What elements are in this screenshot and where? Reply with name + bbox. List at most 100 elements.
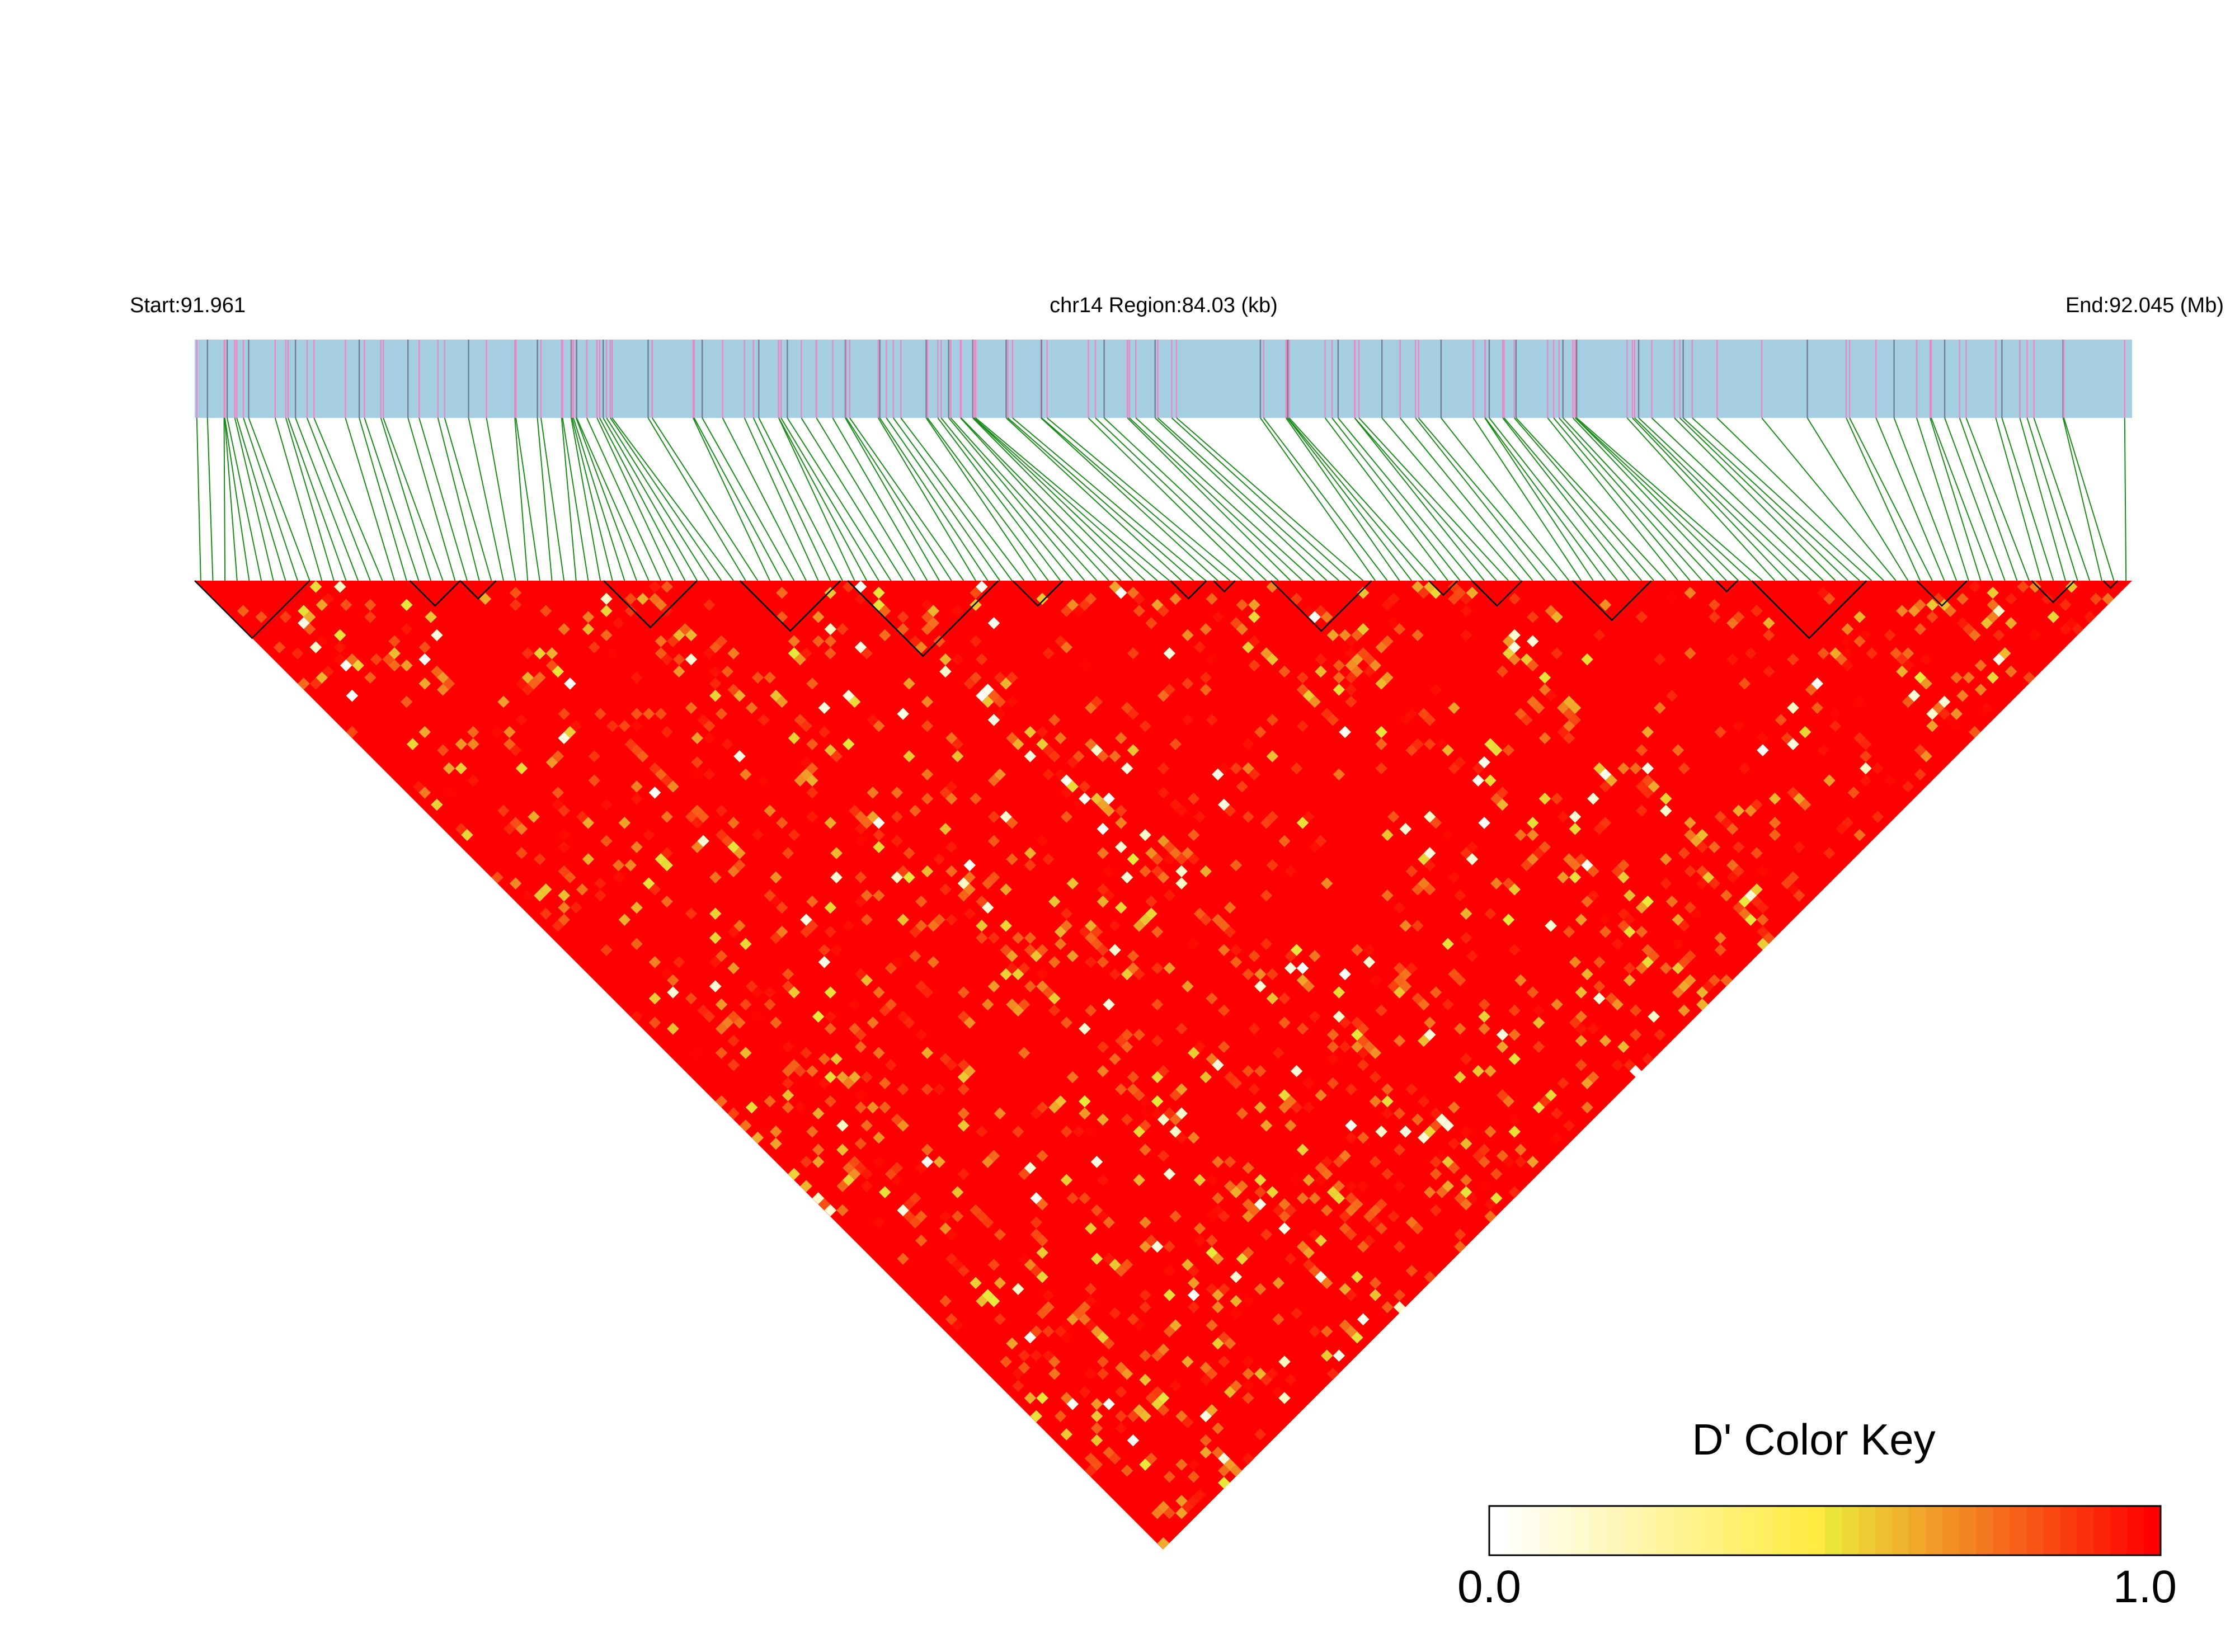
snp-connector xyxy=(1761,417,1897,581)
ld-cell xyxy=(897,1119,909,1132)
snp-connector xyxy=(383,417,444,581)
ld-cell xyxy=(1302,605,1315,617)
ld-cell xyxy=(733,920,746,932)
ld-cell xyxy=(951,653,964,666)
ld-cell xyxy=(1357,623,1370,636)
ld-cell xyxy=(1103,1337,1115,1350)
ld-cell xyxy=(431,665,443,678)
ld-cell xyxy=(1520,714,1533,726)
ld-cell xyxy=(1526,1156,1539,1168)
ld-cell xyxy=(558,889,570,902)
ld-cell xyxy=(703,732,716,745)
ld-cell xyxy=(1090,695,1103,708)
ld-cell xyxy=(1333,1180,1345,1193)
ld-cell xyxy=(1224,925,1236,938)
ld-cell xyxy=(1284,1204,1297,1217)
ld-cell xyxy=(745,1101,758,1114)
ld-cell xyxy=(873,829,885,841)
ld-cell xyxy=(1599,599,1612,611)
ld-cell xyxy=(1060,811,1073,823)
ld-cell xyxy=(1114,732,1127,745)
ld-cell xyxy=(612,859,625,872)
ld-cell xyxy=(878,1077,891,1090)
ld-cell xyxy=(1084,1222,1097,1235)
ld-cell xyxy=(1284,865,1297,878)
snp-connector xyxy=(285,417,335,581)
snp-connector-lines xyxy=(196,417,2127,581)
ld-cell xyxy=(388,659,401,672)
ld-cell xyxy=(1333,1349,1345,1362)
ld-cell xyxy=(1254,1283,1267,1295)
ld-cell xyxy=(1502,1095,1515,1108)
color-key-step xyxy=(1590,1506,1607,1555)
ld-cell xyxy=(1133,920,1146,932)
ld-cell xyxy=(1157,786,1170,799)
ld-cell xyxy=(1508,1028,1521,1041)
ld-cell xyxy=(648,883,661,896)
ld-cell xyxy=(1006,950,1018,962)
ld-cell xyxy=(2071,623,2084,636)
ld-cell xyxy=(1169,847,1182,859)
ld-cell xyxy=(727,1058,740,1071)
ld-cell xyxy=(1551,998,1563,1011)
ld-cell xyxy=(945,1253,958,1265)
ld-cell xyxy=(1551,611,1563,623)
ld-cell xyxy=(1320,1277,1333,1289)
ld-cell xyxy=(830,847,843,859)
ld-cell xyxy=(1363,956,1376,968)
ld-cell xyxy=(1266,750,1279,763)
ld-cell xyxy=(1757,865,1769,878)
color-key-step xyxy=(1959,1506,1977,1555)
ld-cell xyxy=(1084,1283,1097,1295)
ld-cell xyxy=(1284,962,1297,975)
ld-cell xyxy=(1315,1174,1327,1187)
ld-cell xyxy=(951,1259,964,1271)
ld-cell xyxy=(685,907,698,920)
ld-cell xyxy=(733,847,746,859)
ld-cell xyxy=(1478,1022,1490,1035)
snp-connector xyxy=(961,417,1122,581)
ld-cell xyxy=(1423,859,1436,872)
ld-cell xyxy=(582,611,595,623)
ld-cell xyxy=(1187,1131,1200,1144)
ld-cell xyxy=(1333,768,1345,781)
ld-cell xyxy=(1950,719,1963,732)
ld-cell xyxy=(1672,914,1685,926)
snp-connector xyxy=(1135,417,1315,581)
ld-cell xyxy=(588,641,601,653)
ld-cell xyxy=(582,623,595,636)
ld-cell xyxy=(691,732,704,745)
ld-cell xyxy=(661,847,673,859)
ld-cell xyxy=(1569,714,1582,726)
ld-cell xyxy=(1629,1004,1642,1017)
ld-cell xyxy=(873,1156,885,1168)
ld-cell xyxy=(1078,659,1091,672)
ld-cell xyxy=(1932,592,1945,605)
haplotype-block xyxy=(1213,580,1236,593)
ld-cell xyxy=(1545,920,1557,932)
ld-cell xyxy=(1302,1101,1315,1114)
ld-cell xyxy=(1526,611,1539,623)
ld-cell xyxy=(703,719,716,732)
ld-cell xyxy=(709,956,722,968)
ld-cell xyxy=(1611,998,1624,1011)
ld-cell xyxy=(1466,586,1479,599)
ld-cell xyxy=(1206,653,1218,666)
ld-cell xyxy=(1139,914,1151,926)
snp-connector xyxy=(227,417,262,581)
ld-cell xyxy=(1581,1101,1593,1114)
ld-cell xyxy=(757,774,770,787)
ld-cell xyxy=(1284,1373,1297,1386)
ld-cell xyxy=(322,665,334,678)
ld-cell xyxy=(570,901,582,914)
ld-cell xyxy=(987,689,1000,702)
ld-cell xyxy=(1320,877,1333,889)
ld-cell xyxy=(661,653,673,666)
ld-cell xyxy=(1157,1065,1170,1077)
ld-cell xyxy=(1030,1192,1043,1204)
ld-cell xyxy=(1048,1004,1061,1017)
ld-cell xyxy=(1841,647,1854,660)
snp-connector xyxy=(306,417,371,581)
ld-cell xyxy=(987,1295,1000,1307)
ld-cell xyxy=(782,1089,794,1102)
